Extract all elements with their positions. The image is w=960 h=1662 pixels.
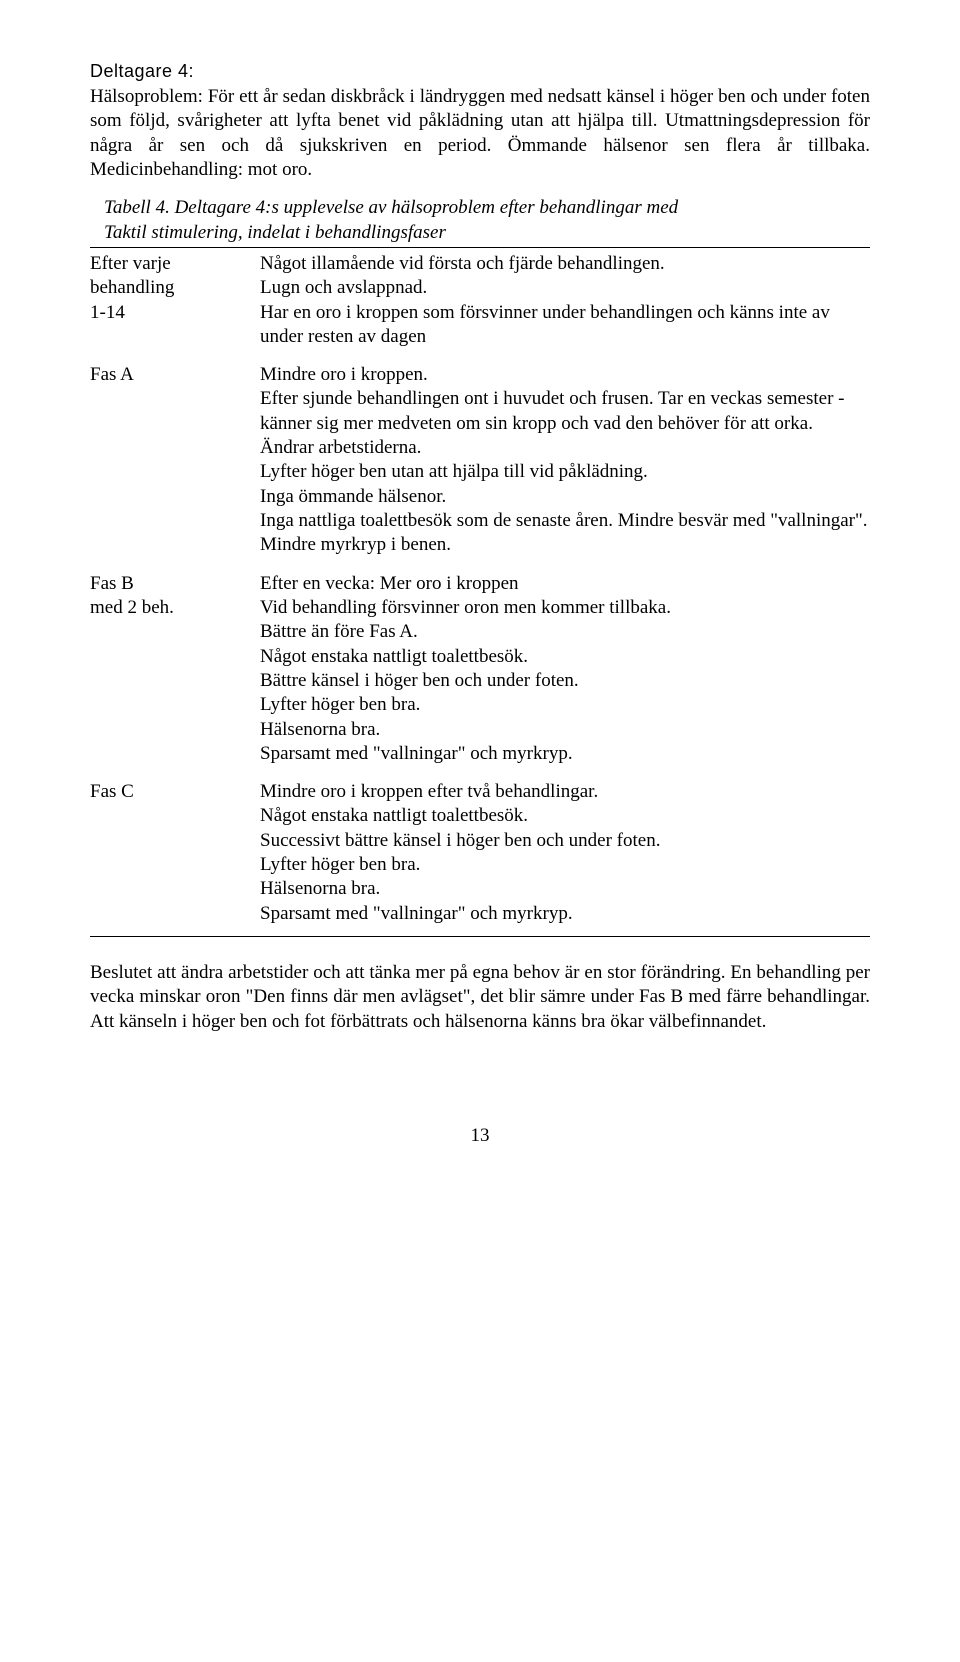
phase-cell: Fas B med 2 beh. — [90, 568, 260, 777]
desc-line: Hälsenorna bra. — [260, 877, 870, 901]
desc-line: Lyfter höger ben bra. — [260, 693, 870, 717]
table-row: Fas B med 2 beh. Efter en vecka: Mer oro… — [90, 568, 870, 777]
desc-line: Successivt bättre känsel i höger ben och… — [260, 829, 870, 853]
desc-line: Vid behandling försvinner oron men komme… — [260, 596, 870, 620]
table-row: Efter varje behandling 1-14 Något illamå… — [90, 247, 870, 359]
desc-line: Efter en vecka: Mer oro i kroppen — [260, 572, 870, 596]
phase-line: behandling — [90, 276, 250, 300]
page-number: 13 — [90, 1124, 870, 1148]
table-row: Fas C Mindre oro i kroppen efter två beh… — [90, 776, 870, 936]
desc-line: Bättre känsel i höger ben och under fote… — [260, 669, 870, 693]
desc-line: Något enstaka nattligt toalettbesök. — [260, 645, 870, 669]
experience-table: Efter varje behandling 1-14 Något illamå… — [90, 247, 870, 937]
phase-cell: Fas A — [90, 359, 260, 568]
desc-line: Inga ömmande hälsenor. — [260, 485, 870, 509]
desc-cell: Efter en vecka: Mer oro i kroppen Vid be… — [260, 568, 870, 777]
desc-line: Sparsamt med "vallningar" och myrkryp. — [260, 902, 870, 926]
desc-line: Mindre oro i kroppen. — [260, 363, 870, 387]
desc-line: Har en oro i kroppen som försvinner unde… — [260, 301, 870, 350]
desc-line: Ändrar arbetstiderna. — [260, 436, 870, 460]
table-caption: Tabell 4. Deltagare 4:s upplevelse av hä… — [90, 196, 870, 245]
desc-line: Hälsenorna bra. — [260, 718, 870, 742]
phase-line: med 2 beh. — [90, 596, 250, 620]
phase-line: Fas A — [90, 363, 250, 387]
phase-line: Fas C — [90, 780, 250, 804]
desc-line: Inga nattliga toalettbesök som de senast… — [260, 509, 870, 533]
table-caption-line: Tabell 4. Deltagare 4:s upplevelse av hä… — [90, 196, 870, 220]
desc-cell: Något illamående vid första och fjärde b… — [260, 247, 870, 359]
desc-line: Något enstaka nattligt toalettbesök. — [260, 804, 870, 828]
desc-line: Bättre än före Fas A. — [260, 620, 870, 644]
desc-line: Mindre myrkryp i benen. — [260, 533, 870, 557]
desc-line: Efter sjunde behandlingen ont i huvudet … — [260, 387, 870, 436]
desc-line: Något illamående vid första och fjärde b… — [260, 252, 870, 276]
desc-cell: Mindre oro i kroppen. Efter sjunde behan… — [260, 359, 870, 568]
phase-cell: Efter varje behandling 1-14 — [90, 247, 260, 359]
section-heading: Deltagare 4: — [90, 60, 870, 83]
desc-cell: Mindre oro i kroppen efter två behandlin… — [260, 776, 870, 936]
phase-cell: Fas C — [90, 776, 260, 936]
closing-paragraph: Beslutet att ändra arbetstider och att t… — [90, 961, 870, 1034]
desc-line: Lugn och avslappnad. — [260, 276, 870, 300]
desc-line: Mindre oro i kroppen efter två behandlin… — [260, 780, 870, 804]
phase-line: Fas B — [90, 572, 250, 596]
desc-line: Sparsamt med "vallningar" och myrkryp. — [260, 742, 870, 766]
phase-line: 1-14 — [90, 301, 250, 325]
intro-paragraph: Hälsoproblem: För ett år sedan diskbråck… — [90, 85, 870, 182]
table-row: Fas A Mindre oro i kroppen. Efter sjunde… — [90, 359, 870, 568]
phase-line: Efter varje — [90, 252, 250, 276]
desc-line: Lyfter höger ben bra. — [260, 853, 870, 877]
table-caption-line: Taktil stimulering, indelat i behandling… — [90, 221, 870, 245]
desc-line: Lyfter höger ben utan att hjälpa till vi… — [260, 460, 870, 484]
